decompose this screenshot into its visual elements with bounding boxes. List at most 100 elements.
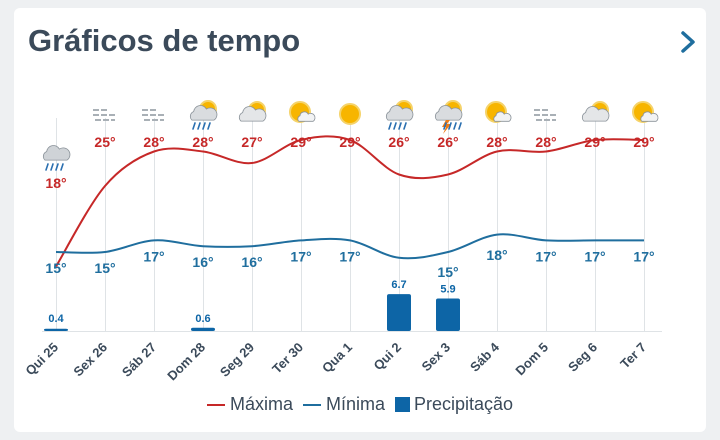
rain-drop (393, 122, 397, 130)
min-temp-label: 17° (535, 248, 556, 264)
max-temp-label: 25° (94, 134, 115, 150)
x-tick-label: Dom 5 (512, 340, 551, 379)
min-temp-label: 17° (633, 248, 654, 264)
cloud-shape (434, 105, 463, 121)
max-temp-label: 29° (339, 134, 360, 150)
min-temp-label: 18° (486, 247, 507, 263)
legend-item-min: Mínima (302, 394, 385, 415)
cloud-shape (42, 145, 71, 161)
sun-shape (339, 103, 361, 125)
precipitation-label: 6.7 (391, 279, 406, 291)
partly-cloudy-icon (581, 101, 610, 122)
rain-drop (192, 122, 196, 130)
cloud-shape (189, 105, 218, 121)
x-tick-label: Qua 1 (319, 340, 355, 376)
min-temp-label: 17° (290, 248, 311, 264)
rain-drop (45, 163, 49, 171)
x-tick-label: Sáb 4 (467, 339, 503, 375)
mostly-sunny-icon (632, 101, 659, 123)
x-tick-label: Sex 3 (418, 340, 453, 375)
min-temp-label: 17° (584, 248, 605, 264)
rain-drop (388, 122, 392, 130)
min-temp-label: 15° (94, 260, 115, 276)
max-temp-label: 29° (584, 134, 605, 150)
rain-drop (448, 122, 452, 130)
precipitation-bar (387, 294, 411, 331)
max-temp-label: 27° (241, 134, 262, 150)
weather-charts-card: Gráficos de tempo 18° 15° 25° 15° 28° 17° 28° 1… (14, 8, 706, 432)
rain-drop (453, 122, 457, 130)
chevron-right-icon[interactable] (674, 26, 702, 58)
x-tick-label: Seg 6 (565, 340, 600, 375)
precipitation-bar (44, 328, 68, 331)
max-temp-label: 26° (388, 134, 409, 150)
rain-drop (207, 122, 211, 130)
x-tick-label: Dom 28 (164, 340, 208, 384)
legend-label-min: Mínima (325, 394, 385, 414)
legend-swatch-max (206, 403, 225, 406)
legend-swatch-precip (394, 397, 410, 412)
weather-chart: 18° 15° 25° 15° 28° 17° 28° 16° 27° 16° 29° 17° 29° 1… (22, 100, 662, 384)
partly-cloudy-icon (238, 101, 267, 122)
cloud-shape (297, 111, 316, 122)
x-tick-label: Ter 30 (269, 340, 306, 377)
legend-item-precip: Precipitação (394, 394, 514, 415)
x-tick-label: Qui 2 (371, 340, 405, 374)
legend: Máxima Mínima Precipitação (14, 394, 706, 415)
max-temp-label: 28° (192, 134, 213, 150)
cloud-shape (238, 106, 267, 122)
min-temp-label: 17° (339, 248, 360, 264)
min-temperature-line (55, 233, 644, 260)
x-tick-label: Qui 25 (22, 340, 61, 379)
rain-drop (60, 163, 64, 171)
precipitation-bar (191, 327, 215, 331)
cloud-shape (493, 111, 512, 122)
rain-drop (202, 122, 206, 130)
rain-drop (55, 163, 59, 171)
cloud-shape (385, 105, 414, 121)
mostly-sunny-icon (485, 101, 512, 123)
min-temp-label: 15° (437, 264, 458, 280)
rain-drop (398, 122, 402, 130)
sun-rain-cloud-icon (189, 100, 218, 130)
x-tick-label: Seg 29 (217, 340, 257, 380)
cloud-shape (581, 106, 610, 122)
precipitation-label: 5.9 (440, 284, 455, 296)
fog-icon (534, 109, 556, 121)
rain-drop (458, 122, 462, 130)
x-tick-label: Sáb 27 (119, 340, 159, 380)
precipitation-bar (436, 298, 460, 331)
rain-drop (197, 122, 201, 130)
rain-drop (403, 122, 407, 130)
fog-icon (93, 109, 115, 121)
precipitation-label: 0.4 (48, 313, 64, 325)
min-temp-label: 15° (45, 260, 66, 276)
max-temp-label: 29° (290, 134, 311, 150)
thunderstorm-icon (434, 100, 463, 134)
legend-label-precip: Precipitação (413, 394, 514, 414)
x-tick-label: Ter 7 (617, 340, 649, 372)
rain-cloud-icon (42, 145, 71, 171)
max-temp-label: 28° (486, 134, 507, 150)
fog-icon (142, 109, 164, 121)
cloud-shape (640, 111, 659, 122)
x-tick-label: Sex 26 (70, 340, 110, 380)
rain-drop (50, 163, 54, 171)
lightning-shape (442, 120, 451, 134)
max-temp-label: 26° (437, 134, 458, 150)
page-title: Gráficos de tempo (28, 23, 301, 58)
rain-drop (443, 122, 447, 130)
mostly-sunny-icon (289, 101, 316, 123)
legend-swatch-min (302, 403, 321, 406)
sun-rain-cloud-icon (385, 100, 414, 130)
min-temp-label: 17° (143, 248, 164, 264)
max-temp-label: 18° (45, 175, 66, 191)
max-temperature-line (55, 135, 645, 268)
min-temp-label: 16° (241, 254, 262, 270)
min-temp-label: 16° (192, 254, 213, 270)
legend-label-max: Máxima (229, 394, 293, 414)
max-temp-label: 28° (143, 134, 164, 150)
precipitation-label: 0.6 (195, 313, 210, 325)
max-temp-label: 28° (535, 134, 556, 150)
legend-item-max: Máxima (206, 394, 293, 415)
